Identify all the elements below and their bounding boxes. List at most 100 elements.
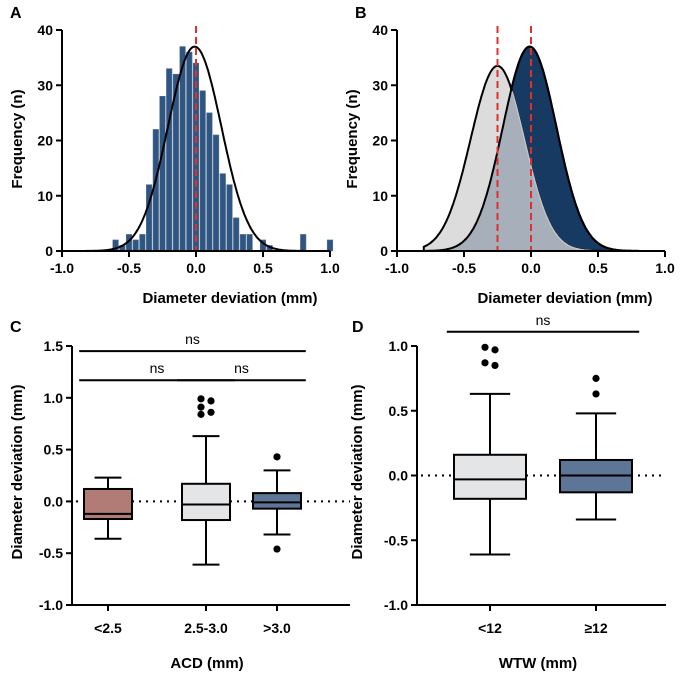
y-tick-label: 20 xyxy=(37,133,53,149)
x-tick-label: 1.0 xyxy=(655,260,675,276)
y-tick-label: -1.0 xyxy=(384,597,408,613)
y-tick-label: 30 xyxy=(372,77,388,93)
panel-d-label: D xyxy=(352,319,364,336)
significance-label: ns xyxy=(536,312,551,328)
y-tick-label: 10 xyxy=(37,188,53,204)
y-tick-label: -0.5 xyxy=(39,545,63,561)
x-tick-label: 0.0 xyxy=(521,260,541,276)
panel-a-ylabel: Frequency (n) xyxy=(9,89,26,188)
x-tick-label: 0.5 xyxy=(253,260,273,276)
histogram-bar xyxy=(300,234,307,252)
outlier-point xyxy=(197,410,205,418)
x-tick-label: 0.5 xyxy=(588,260,608,276)
panel-c-axes: -1.0 -0.5 0.0 0.5 1.0 1.5 <2.5 2.5-3.0 >3.0 xyxy=(39,338,350,636)
panel-d-boxes xyxy=(453,343,633,556)
box-iqr xyxy=(181,482,231,522)
box-iqr xyxy=(453,453,527,500)
panel-a-axes: -1.0 -0.5 0.0 0.5 1.0 0 10 20 30 40 xyxy=(37,22,340,276)
y-tick-label: 30 xyxy=(37,77,53,93)
y-tick-label: -1.0 xyxy=(39,597,63,613)
histogram-bar xyxy=(199,90,206,252)
outlier-point xyxy=(273,453,281,461)
x-tick-label: 2.5-3.0 xyxy=(184,620,228,636)
y-tick-label: 20 xyxy=(372,133,388,149)
outlier-point xyxy=(197,395,205,403)
outlier-point xyxy=(197,403,205,411)
x-tick-label: 0.0 xyxy=(186,260,206,276)
outlier-point xyxy=(481,343,489,351)
panel-b-xlabel: Diameter deviation (mm) xyxy=(477,290,652,307)
y-tick-label: 1.5 xyxy=(44,338,64,354)
y-tick-label: 0 xyxy=(45,243,53,259)
panel-c: C ns ns ns -1.0 -0.5 0.0 0.5 1.0 1.5 <2.5 2.5-3.0… xyxy=(9,319,350,672)
y-tick-label: 0 xyxy=(380,243,388,259)
histogram-bar xyxy=(219,173,226,252)
panel-b-ylabel: Frequency (n) xyxy=(344,89,361,188)
y-tick-label: -0.5 xyxy=(384,532,408,548)
outlier-point xyxy=(491,346,499,354)
panel-d-axes: -1.0 -0.5 0.0 0.5 1.0 <12 ≥12 xyxy=(384,338,666,636)
histogram-bar xyxy=(226,184,233,252)
histogram-bar xyxy=(246,234,253,252)
panel-c-label: C xyxy=(10,319,22,336)
y-tick-label: 0.0 xyxy=(389,468,409,484)
x-tick-label: <12 xyxy=(478,620,502,636)
panel-a-label: A xyxy=(10,5,22,22)
histogram-bar xyxy=(326,239,334,252)
significance-label: ns xyxy=(150,360,165,376)
x-tick-label: -1.0 xyxy=(385,260,409,276)
y-tick-label: 40 xyxy=(372,22,388,38)
histogram-bar xyxy=(179,46,186,252)
histogram-bar xyxy=(213,134,220,252)
outlier-point xyxy=(592,374,600,382)
panel-d: D ns -1.0 -0.5 0.0 0.5 1.0 <12 ≥12 WTW (mm) Di… xyxy=(349,312,666,672)
panel-c-boxes xyxy=(83,395,302,566)
histogram-bar xyxy=(233,217,240,252)
panel-a: A -1.0 -0.5 0.0 0.5 1.0 0 10 20 30 40 Diameter de… xyxy=(9,5,340,307)
significance-label: ns xyxy=(234,360,249,376)
histogram-bar xyxy=(192,62,200,252)
outlier-point xyxy=(207,397,215,405)
panel-b: B -1.0 -0.5 0.0 0.5 1.0 0 10 20 30 40 Diameter de… xyxy=(344,5,675,307)
histogram-bar xyxy=(239,234,246,252)
panel-d-ylabel: Diameter deviation (mm) xyxy=(349,384,366,559)
outlier-point xyxy=(207,408,215,416)
histogram-bar xyxy=(206,112,213,252)
panel-c-xlabel: ACD (mm) xyxy=(170,655,243,672)
panel-c-significance: ns ns ns xyxy=(79,331,306,382)
x-tick-label: ≥12 xyxy=(584,620,607,636)
panel-b-label: B xyxy=(355,5,367,22)
histogram-bar xyxy=(132,239,139,252)
x-tick-label: >3.0 xyxy=(263,620,291,636)
x-tick-label: -0.5 xyxy=(117,260,141,276)
panel-d-significance: ns xyxy=(446,312,640,333)
panel-b-axes: -1.0 -0.5 0.0 0.5 1.0 0 10 20 30 40 xyxy=(372,22,675,276)
y-tick-label: 0.0 xyxy=(44,493,64,509)
outlier-point xyxy=(481,359,489,367)
x-tick-label: 1.0 xyxy=(320,260,340,276)
x-tick-label: -1.0 xyxy=(50,260,74,276)
y-tick-label: 1.0 xyxy=(389,338,409,354)
y-tick-label: 0.5 xyxy=(44,442,64,458)
significance-label: ns xyxy=(185,331,200,347)
x-tick-label: <2.5 xyxy=(94,620,122,636)
panel-b-dark-edge xyxy=(423,45,639,252)
panel-a-bars xyxy=(112,46,334,252)
panel-c-ylabel: Diameter deviation (mm) xyxy=(9,384,26,559)
histogram-bar xyxy=(159,96,166,252)
panel-a-xlabel: Diameter deviation (mm) xyxy=(142,290,317,307)
y-tick-label: 10 xyxy=(372,188,388,204)
histogram-bar xyxy=(139,234,146,252)
panel-d-xlabel: WTW (mm) xyxy=(499,655,577,672)
box-iqr xyxy=(252,492,302,510)
x-tick-label: -0.5 xyxy=(452,260,476,276)
outlier-point xyxy=(491,361,499,370)
y-tick-label: 40 xyxy=(37,22,53,38)
y-tick-label: 1.0 xyxy=(44,390,64,406)
outlier-point xyxy=(592,390,600,398)
histogram-bar xyxy=(166,68,173,252)
outlier-point xyxy=(273,545,281,553)
y-tick-label: 0.5 xyxy=(389,403,409,419)
histogram-bar xyxy=(186,51,193,252)
